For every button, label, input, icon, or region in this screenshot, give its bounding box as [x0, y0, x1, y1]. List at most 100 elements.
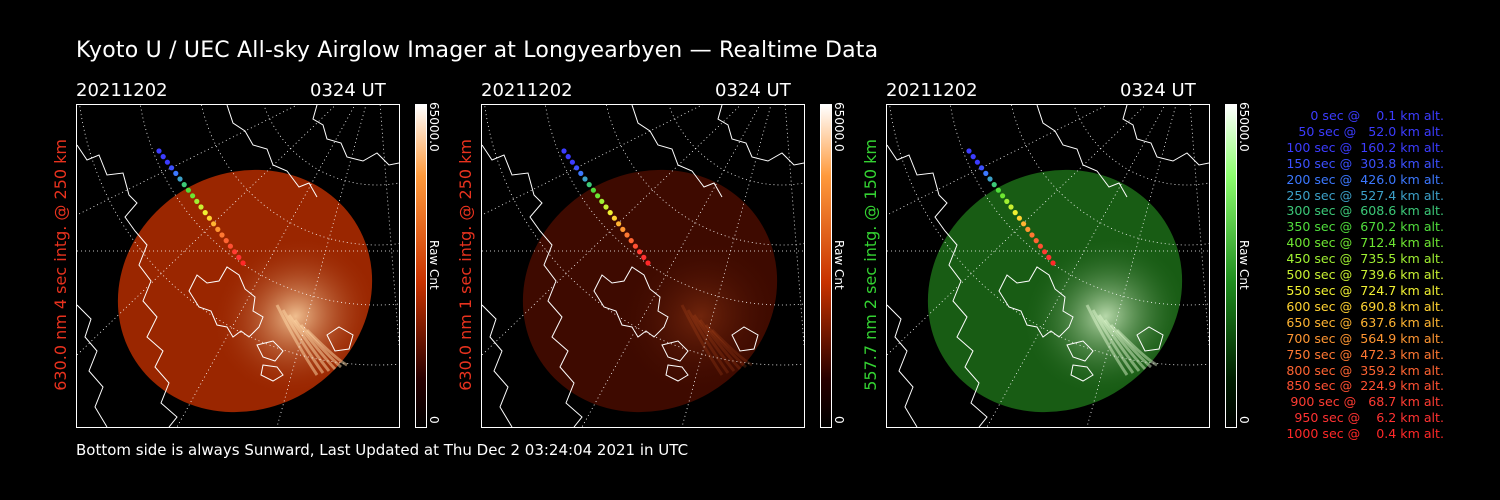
- track-point: [1050, 260, 1056, 266]
- coastline: [312, 105, 399, 166]
- colorbar-max-label: 65000.0: [832, 102, 846, 152]
- track-point: [202, 210, 208, 216]
- track-point: [616, 221, 622, 227]
- legend-row: 200 sec @ 426.0 km alt.: [1282, 171, 1444, 187]
- legend-row: 400 sec @ 712.4 km alt.: [1282, 235, 1444, 251]
- coastline: [326, 326, 354, 352]
- coastline: [482, 304, 513, 427]
- track-point: [164, 159, 170, 165]
- legend-row: 650 sec @ 637.6 km alt.: [1282, 314, 1444, 330]
- coastline: [1136, 326, 1164, 352]
- coastline: [717, 105, 804, 166]
- track-point: [236, 254, 242, 260]
- track-point: [979, 165, 985, 171]
- legend-row: 950 sec @ 6.2 km alt.: [1290, 410, 1444, 426]
- track-point: [190, 193, 196, 199]
- track-point: [1004, 198, 1010, 204]
- coastline: [1066, 340, 1094, 362]
- track-point: [966, 148, 972, 154]
- legend-row: 250 sec @ 527.4 km alt.: [1282, 187, 1444, 203]
- coastline: [77, 144, 178, 427]
- legend-row: 700 sec @ 564.9 km alt.: [1282, 330, 1444, 346]
- legend-row: 50 sec @ 52.0 km alt.: [1290, 123, 1444, 139]
- track-point: [637, 249, 643, 255]
- track-point: [624, 232, 630, 238]
- track-point: [983, 170, 989, 176]
- track-point: [645, 260, 651, 266]
- coastline: [226, 105, 318, 198]
- allsky-image: [886, 104, 1210, 428]
- coastline: [887, 144, 988, 427]
- track-point: [227, 243, 233, 249]
- track-point: [995, 187, 1001, 193]
- coastline: [1070, 364, 1094, 382]
- track-point: [607, 210, 613, 216]
- coastline: [260, 364, 284, 382]
- track-point: [641, 254, 647, 260]
- colorbar-unit-label: Raw Cnt: [1237, 240, 1251, 290]
- track-point: [586, 182, 592, 188]
- legend-row: 100 sec @ 160.2 km alt.: [1282, 139, 1444, 155]
- track-point: [181, 182, 187, 188]
- track-point: [185, 187, 191, 193]
- track-point: [569, 159, 575, 165]
- track-point: [578, 170, 584, 176]
- legend-row: 350 sec @ 670.2 km alt.: [1282, 219, 1444, 235]
- coastline: [661, 340, 689, 362]
- colorbar-min-label: 0: [1237, 416, 1251, 424]
- track-point: [177, 176, 183, 182]
- page-title: Kyoto U / UEC All-sky Airglow Imager at …: [76, 38, 879, 63]
- track-point: [206, 215, 212, 221]
- track-point: [1012, 210, 1018, 216]
- track-point: [611, 215, 617, 221]
- panel-date: 20211202: [886, 80, 978, 101]
- track-point: [1033, 238, 1039, 244]
- colorbar: [1225, 104, 1237, 428]
- track-point: [198, 204, 204, 210]
- track-point: [240, 260, 246, 266]
- colorbar-unit-label: Raw Cnt: [427, 240, 441, 290]
- image-panel-630nm-4s: 20211202 0324 UT 630.0 nm 4 sec intg. @ …: [51, 80, 476, 440]
- colorbar-max-label: 65000.0: [427, 102, 441, 152]
- track-point: [974, 159, 980, 165]
- track-point: [565, 154, 571, 160]
- track-point: [599, 198, 605, 204]
- allsky-image: [76, 104, 400, 428]
- track-point: [1037, 243, 1043, 249]
- track-point: [169, 165, 175, 171]
- coastline: [731, 326, 759, 352]
- panel-time: 0324 UT: [310, 80, 386, 101]
- track-point: [232, 249, 238, 255]
- coastline: [887, 304, 918, 427]
- coastline: [482, 144, 583, 427]
- coastline: [1036, 105, 1128, 198]
- legend-row: 150 sec @ 303.8 km alt.: [1282, 155, 1444, 171]
- coastline: [631, 105, 723, 198]
- image-panel-557nm-2s: 20211202 0324 UT 557.7 nm 2 sec intg. @ …: [861, 80, 1286, 440]
- track-point: [211, 221, 217, 227]
- track-point: [173, 170, 179, 176]
- coastline: [256, 340, 284, 362]
- colorbar-max-label: 65000.0: [1237, 102, 1251, 152]
- coastline: [998, 266, 1074, 338]
- panel-wavelength-label: 630.0 nm 4 sec intg. @ 250 km: [50, 139, 70, 391]
- track-point: [1000, 193, 1006, 199]
- coastline: [665, 364, 689, 382]
- legend-row: 450 sec @ 735.5 km alt.: [1282, 251, 1444, 267]
- track-point: [160, 154, 166, 160]
- legend-row: 550 sec @ 724.7 km alt.: [1282, 282, 1444, 298]
- colorbar: [415, 104, 427, 428]
- track-point: [194, 198, 200, 204]
- coastline: [188, 266, 264, 338]
- coastline: [593, 266, 669, 338]
- satellite-track-legend: 0 sec @ 0.1 km alt. 50 sec @ 52.0 km alt…: [1282, 108, 1444, 442]
- legend-row: 1000 sec @ 0.4 km alt.: [1286, 426, 1444, 442]
- track-point: [632, 243, 638, 249]
- panel-date: 20211202: [481, 80, 573, 101]
- track-point: [590, 187, 596, 193]
- track-point: [1042, 249, 1048, 255]
- track-point: [603, 204, 609, 210]
- colorbar-min-label: 0: [832, 416, 846, 424]
- track-point: [1008, 204, 1014, 210]
- coastline: [77, 304, 108, 427]
